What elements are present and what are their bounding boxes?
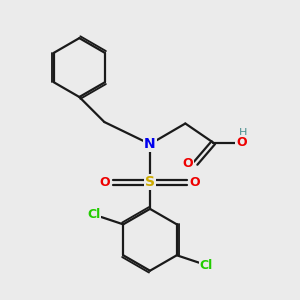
Text: O: O — [182, 157, 193, 170]
Text: O: O — [236, 136, 247, 149]
Text: O: O — [100, 176, 110, 189]
Text: Cl: Cl — [87, 208, 101, 220]
Text: N: N — [144, 137, 156, 151]
Text: H: H — [238, 128, 247, 138]
Text: Cl: Cl — [200, 259, 213, 272]
Text: S: S — [145, 176, 155, 189]
Text: O: O — [190, 176, 200, 189]
